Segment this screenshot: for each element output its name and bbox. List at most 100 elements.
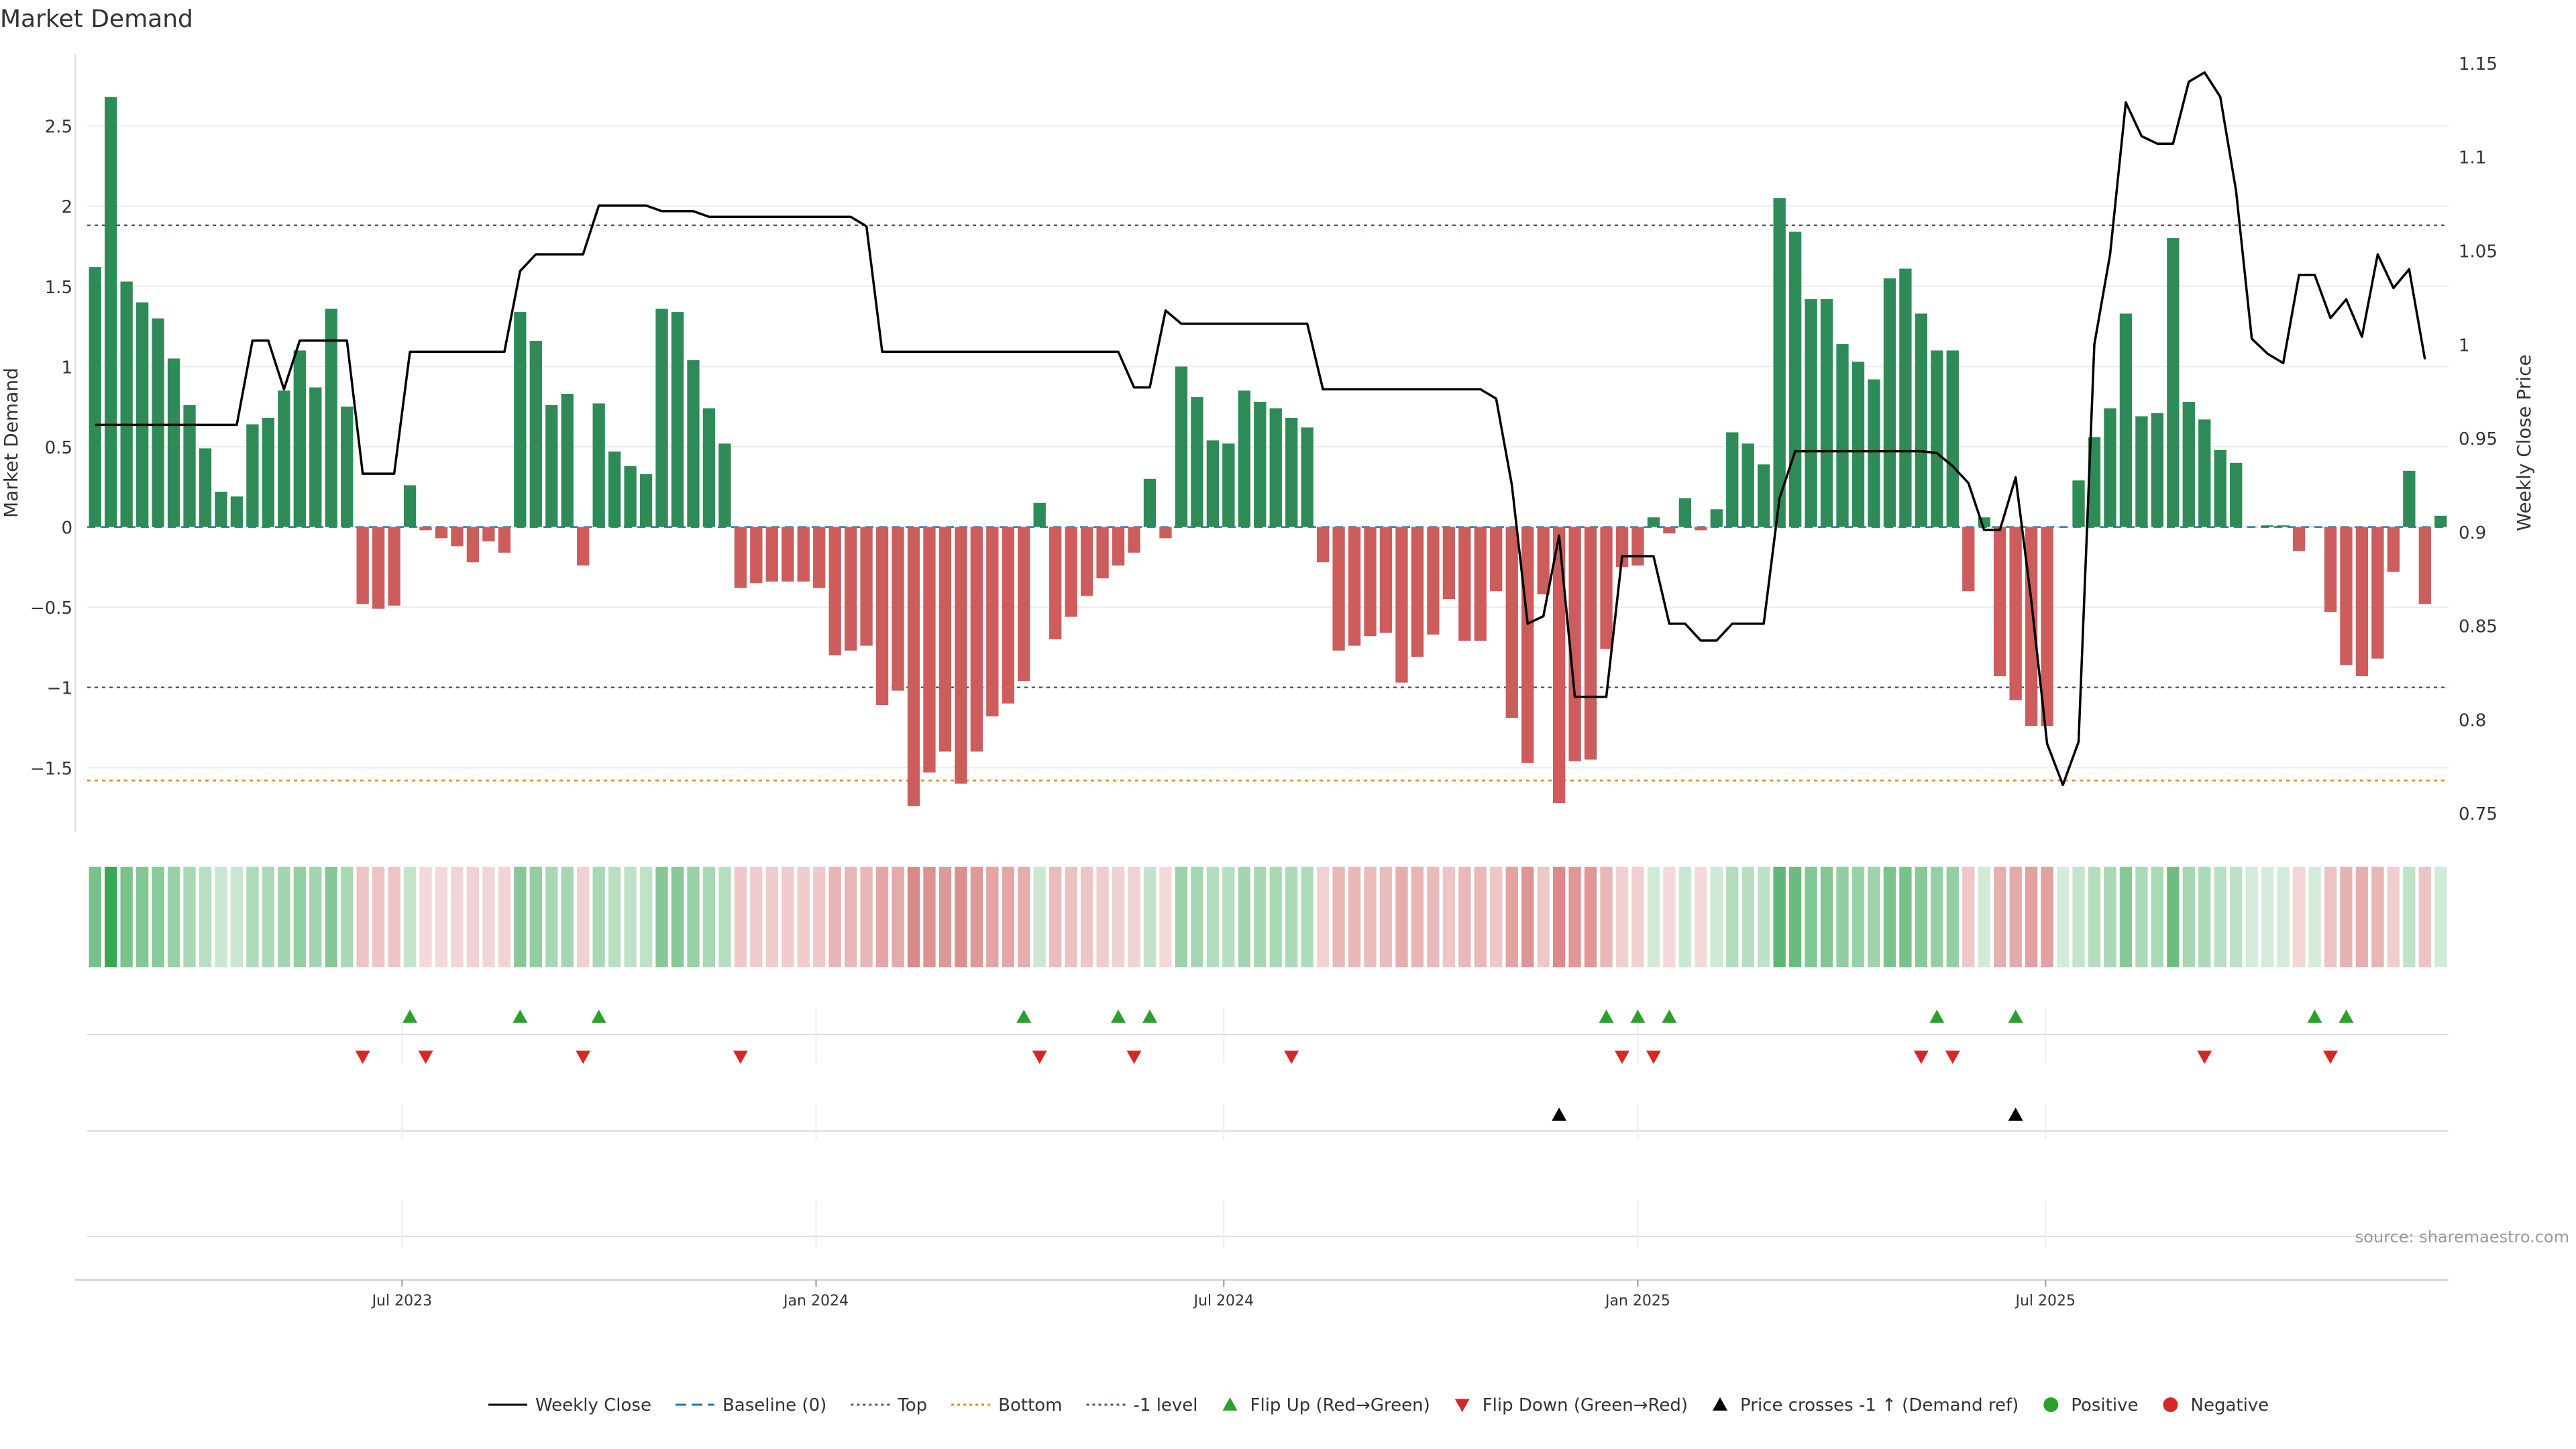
demand-bar	[167, 358, 180, 527]
demand-bar	[687, 360, 700, 527]
flip-down-marker	[576, 1051, 591, 1064]
heat-cell	[419, 867, 432, 967]
heat-cell	[1175, 867, 1188, 967]
demand-bar	[923, 527, 936, 773]
demand-bar	[1206, 440, 1220, 527]
demand-bar	[293, 350, 306, 527]
left-axis: −1.5 −1 −0.5 0 0.5 1 1.5 2 2.5	[30, 54, 76, 832]
heat-cell	[2104, 867, 2116, 967]
heat-cell	[230, 867, 244, 967]
demand-bar	[1254, 402, 1267, 527]
demand-bar	[671, 312, 684, 527]
heat-cell	[356, 867, 369, 967]
demand-bar	[356, 527, 369, 604]
demand-bar	[2214, 449, 2226, 527]
demand-bar	[2277, 525, 2290, 527]
heat-cell	[183, 867, 196, 967]
demand-bar	[2324, 527, 2337, 612]
heat-cell	[2277, 867, 2290, 967]
demand-bar	[2355, 527, 2369, 676]
demand-bar	[1490, 527, 1503, 592]
demand-bar	[435, 527, 448, 539]
demand-bar	[1868, 379, 1880, 527]
flip-down-marker	[733, 1051, 748, 1064]
heat-cell	[2025, 867, 2038, 967]
x-axis: Jul 2023 Jan 2024 Jul 2024 Jan 2025 Jul 2025	[75, 1279, 2449, 1309]
demand-bar	[1442, 527, 1456, 600]
legend-label: Flip Up (Red→Green)	[1250, 1395, 1430, 1415]
demand-bar	[388, 527, 400, 606]
heat-cell	[1033, 867, 1046, 967]
demand-bar	[1695, 527, 1707, 531]
legend-label: Price crosses -1 ↑ (Demand ref)	[1740, 1395, 2019, 1415]
heat-cell	[1348, 867, 1361, 967]
legend-label: -1 level	[1134, 1395, 1198, 1415]
heat-cell	[1285, 867, 1298, 967]
demand-bar	[1065, 527, 1077, 617]
demand-bar	[577, 527, 590, 566]
legend-symbol	[2163, 1397, 2178, 1412]
demand-bar	[1678, 498, 1692, 527]
demand-bar	[230, 496, 244, 527]
demand-bar	[734, 527, 747, 588]
heat-cell	[986, 867, 999, 967]
demand-bar	[341, 407, 354, 527]
heat-cell	[1049, 867, 1062, 967]
heat-cell	[2387, 867, 2400, 967]
demand-bar	[1159, 527, 1172, 539]
heat-cell	[136, 867, 149, 967]
heat-cell	[1600, 867, 1613, 967]
chart-title: Market Demand	[0, 5, 193, 33]
heat-cell	[938, 867, 952, 967]
heat-cell	[1379, 867, 1393, 967]
heat-cell	[1301, 867, 1313, 967]
heat-cell	[1474, 867, 1487, 967]
flip-down-marker	[1646, 1051, 1661, 1064]
heat-cell	[687, 867, 700, 967]
heat-cell	[2340, 867, 2353, 967]
heat-cell	[1836, 867, 1849, 967]
demand-bar	[2104, 408, 2116, 527]
demand-bar	[1348, 527, 1361, 646]
demand-bar	[860, 527, 873, 646]
demand-bar	[1741, 443, 1754, 527]
heat-cell	[435, 867, 448, 967]
heat-cell	[1458, 867, 1471, 967]
heat-cell	[152, 867, 164, 967]
heat-cell	[545, 867, 558, 967]
demand-bar	[1505, 527, 1518, 718]
left-tick-label: 2	[61, 197, 72, 217]
heat-cell	[498, 867, 511, 967]
heat-cell	[2056, 867, 2070, 967]
demand-bar	[1820, 299, 1833, 527]
demand-bar	[718, 443, 731, 527]
heat-cell	[120, 867, 133, 967]
heat-cell	[1678, 867, 1692, 967]
left-tick-label: −0.5	[30, 598, 72, 619]
demand-bar	[2009, 527, 2022, 700]
demand-bar	[797, 527, 810, 582]
demand-bar	[1316, 527, 1330, 563]
demand-bar	[2151, 413, 2164, 527]
demand-bar	[1080, 527, 1093, 596]
demand-bar	[2167, 238, 2180, 527]
demand-bar	[1238, 390, 1250, 527]
demand-bar	[2056, 527, 2070, 528]
heat-cell	[2182, 867, 2195, 967]
demand-bar	[2371, 527, 2384, 659]
demand-bar	[970, 527, 983, 752]
demand-bar	[262, 417, 275, 527]
flip-down-marker	[1945, 1051, 1960, 1064]
left-tick-label: −1.5	[30, 759, 72, 779]
demand-bar	[1332, 527, 1345, 651]
demand-bar	[875, 527, 889, 706]
x-tick-label: Jan 2024	[782, 1293, 849, 1309]
demand-heat-strip	[89, 867, 2447, 967]
demand-bar	[1285, 417, 1298, 527]
right-tick-label: 1.15	[2459, 54, 2498, 74]
heat-cell	[1915, 867, 1928, 967]
left-tick-label: 2.5	[45, 117, 72, 138]
heat-cell	[844, 867, 857, 967]
flip-down-marker	[1615, 1051, 1629, 1064]
